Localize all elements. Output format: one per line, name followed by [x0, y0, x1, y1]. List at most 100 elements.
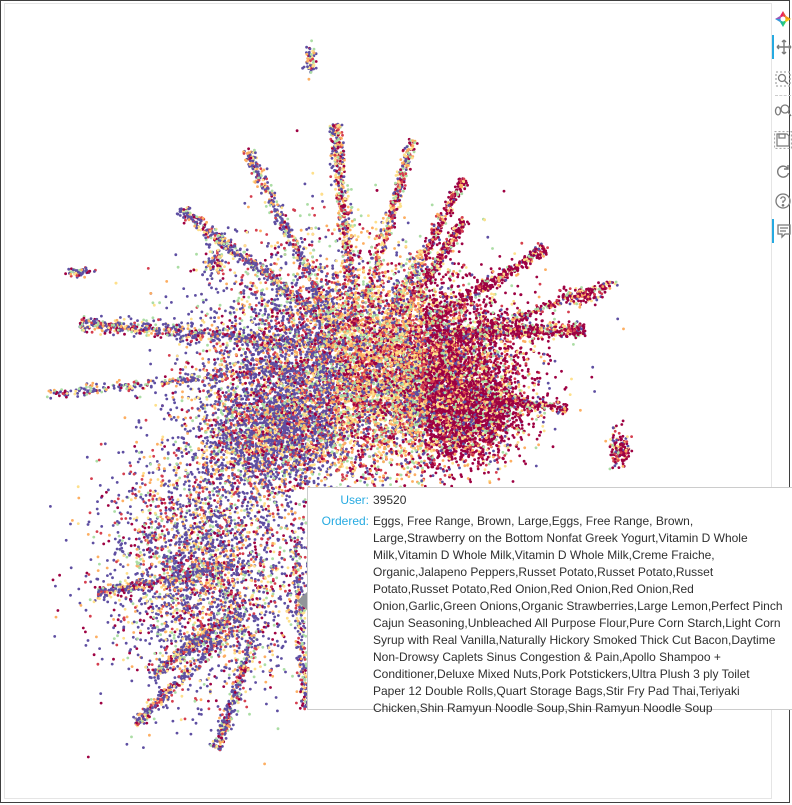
scatter-point[interactable] — [196, 305, 199, 308]
scatter-point[interactable] — [443, 483, 446, 486]
scatter-point[interactable] — [248, 306, 251, 309]
scatter-point[interactable] — [414, 473, 417, 476]
scatter-point[interactable] — [350, 439, 353, 442]
scatter-point[interactable] — [186, 463, 189, 466]
scatter-point[interactable] — [357, 368, 360, 371]
scatter-point[interactable] — [290, 523, 293, 526]
scatter-point[interactable] — [288, 346, 291, 349]
scatter-point[interactable] — [176, 358, 179, 361]
scatter-point[interactable] — [358, 223, 361, 226]
scatter-point[interactable] — [395, 267, 398, 270]
scatter-point[interactable] — [246, 231, 249, 234]
scatter-point[interactable] — [320, 373, 323, 376]
scatter-point[interactable] — [199, 369, 202, 372]
scatter-point[interactable] — [233, 271, 236, 274]
scatter-point[interactable] — [379, 418, 382, 421]
scatter-point[interactable] — [249, 281, 252, 284]
scatter-point[interactable] — [261, 357, 264, 360]
scatter-point[interactable] — [291, 282, 294, 285]
scatter-point[interactable] — [366, 484, 369, 487]
scatter-point[interactable] — [336, 450, 339, 453]
scatter-point[interactable] — [368, 455, 371, 458]
scatter-point[interactable] — [207, 338, 210, 341]
scatter-point[interactable] — [321, 270, 324, 273]
scatter-point[interactable] — [307, 233, 310, 236]
scatter-point[interactable] — [266, 245, 269, 248]
scatter-point[interactable] — [237, 499, 240, 502]
scatter-point[interactable] — [360, 436, 363, 439]
scatter-point[interactable] — [504, 337, 507, 340]
scatter-point[interactable] — [185, 346, 188, 349]
scatter-point[interactable] — [305, 228, 308, 231]
scatter-point[interactable] — [181, 399, 184, 402]
scatter-point[interactable] — [313, 214, 316, 217]
scatter-point[interactable] — [311, 244, 314, 247]
scatter-point[interactable] — [228, 319, 231, 322]
scatter-point[interactable] — [196, 351, 199, 354]
scatter-point[interactable] — [199, 317, 202, 320]
scatter-point[interactable] — [256, 504, 259, 507]
scatter-point[interactable] — [270, 320, 273, 323]
scatter-point[interactable] — [264, 355, 267, 358]
scatter-point[interactable] — [174, 391, 177, 394]
scatter-point[interactable] — [366, 230, 369, 233]
scatter-point[interactable] — [342, 403, 345, 406]
scatter-point[interactable] — [309, 252, 312, 255]
scatter-point[interactable] — [318, 240, 321, 243]
scatter-point[interactable] — [216, 358, 219, 361]
scatter-point[interactable] — [377, 466, 380, 469]
scatter-point[interactable] — [325, 470, 328, 473]
scatter-point[interactable] — [369, 469, 372, 472]
scatter-point[interactable] — [318, 473, 321, 476]
scatter-point[interactable] — [243, 326, 246, 329]
scatter-point[interactable] — [391, 270, 394, 273]
scatter-point[interactable] — [276, 298, 279, 301]
scatter-point[interactable] — [442, 459, 445, 462]
scatter-point[interactable] — [382, 259, 385, 262]
scatter-point[interactable] — [177, 266, 180, 269]
scatter-point[interactable] — [235, 323, 238, 326]
scatter-point[interactable] — [360, 214, 363, 217]
scatter-point[interactable] — [357, 208, 360, 211]
scatter-point[interactable] — [325, 225, 328, 228]
scatter-point[interactable] — [232, 257, 235, 260]
scatter-point[interactable] — [542, 421, 545, 424]
scatter-point[interactable] — [272, 348, 275, 351]
scatter-point[interactable] — [326, 387, 329, 390]
scatter-point[interactable] — [308, 291, 311, 294]
scatter-point[interactable] — [229, 460, 232, 463]
scatter-point[interactable] — [280, 312, 283, 315]
scatter-point[interactable] — [441, 481, 444, 484]
scatter-point[interactable] — [417, 482, 420, 485]
scatter-point[interactable] — [513, 252, 516, 255]
scatter-point[interactable] — [314, 401, 317, 404]
scatter-point[interactable] — [344, 311, 347, 314]
scatter-point[interactable] — [260, 486, 263, 489]
scatter-point[interactable] — [411, 450, 414, 453]
scatter-point[interactable] — [263, 293, 266, 296]
scatter-point[interactable] — [335, 285, 338, 288]
scatter-point[interactable] — [181, 390, 184, 393]
scatter-point[interactable] — [314, 323, 317, 326]
scatter-point[interactable] — [381, 480, 384, 483]
scatter-point[interactable] — [327, 229, 330, 232]
scatter-point[interactable] — [321, 200, 324, 203]
scatter-point[interactable] — [311, 240, 314, 243]
scatter-point[interactable] — [255, 287, 258, 290]
scatter-point[interactable] — [404, 454, 407, 457]
scatter-point[interactable] — [291, 349, 294, 352]
scatter-point[interactable] — [326, 272, 329, 275]
scatter-point[interactable] — [339, 436, 342, 439]
scatter-point[interactable] — [355, 455, 358, 458]
scatter-point[interactable] — [278, 274, 281, 277]
scatter-point[interactable] — [287, 312, 290, 315]
scatter-point[interactable] — [268, 356, 271, 359]
scatter-point[interactable] — [252, 282, 255, 285]
scatter-point[interactable] — [292, 253, 295, 256]
scatter-point[interactable] — [184, 219, 187, 222]
scatter-point[interactable] — [149, 363, 152, 366]
scatter-point[interactable] — [435, 472, 438, 475]
scatter-point[interactable] — [408, 443, 411, 446]
scatter-point[interactable] — [276, 312, 279, 315]
scatter-point[interactable] — [264, 259, 267, 262]
